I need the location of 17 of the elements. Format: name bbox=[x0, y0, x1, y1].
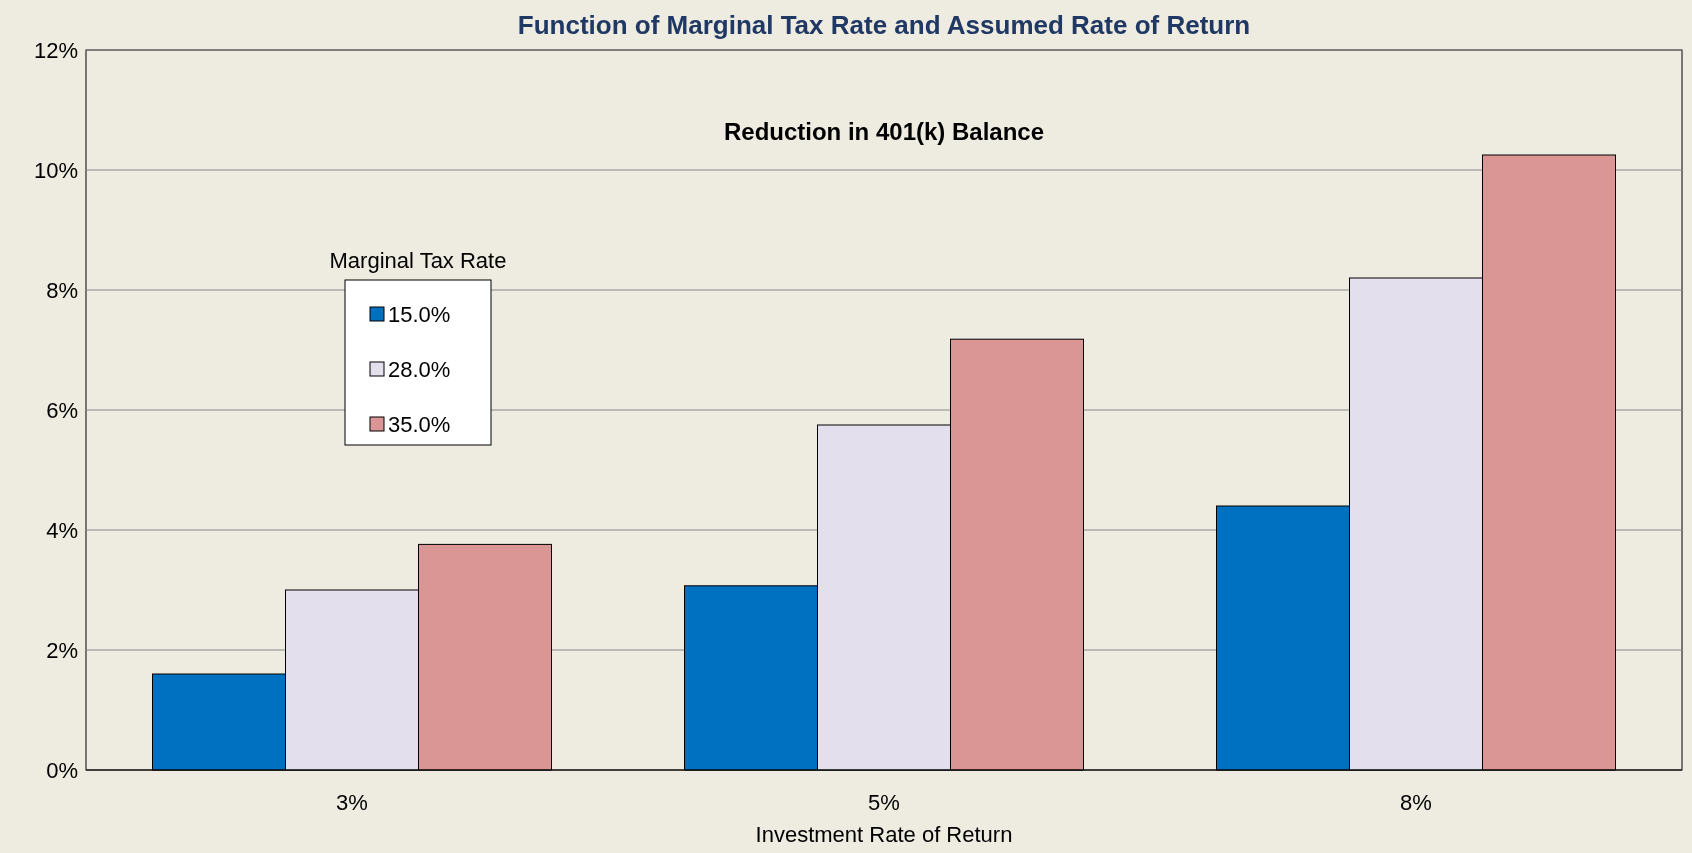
legend-label: 35.0% bbox=[388, 411, 451, 437]
y-tick-label: 10% bbox=[33, 157, 78, 183]
legend-title: Marginal Tax Rate bbox=[329, 248, 507, 273]
x-tick-label: 3% bbox=[336, 790, 368, 815]
y-tick-label: 2% bbox=[46, 637, 78, 663]
y-tick-label: 0% bbox=[46, 757, 78, 783]
x-axis-title: Investment Rate of Return bbox=[755, 822, 1013, 847]
legend-label: 15.0% bbox=[388, 301, 451, 327]
y-tick-label: 6% bbox=[46, 397, 78, 423]
chart-title: Function of Marginal Tax Rate and Assumed Rate of Return bbox=[517, 10, 1251, 40]
y-tick-label: 8% bbox=[46, 277, 78, 303]
y-tick-label: 12% bbox=[33, 37, 78, 63]
y-tick-label: 4% bbox=[46, 517, 78, 543]
legend-label: 28.0% bbox=[388, 356, 451, 382]
x-tick-label: 5% bbox=[868, 790, 900, 815]
text: Reduction in 401(k) Balance bbox=[723, 118, 1045, 145]
x-tick-label: 8% bbox=[1400, 790, 1432, 815]
